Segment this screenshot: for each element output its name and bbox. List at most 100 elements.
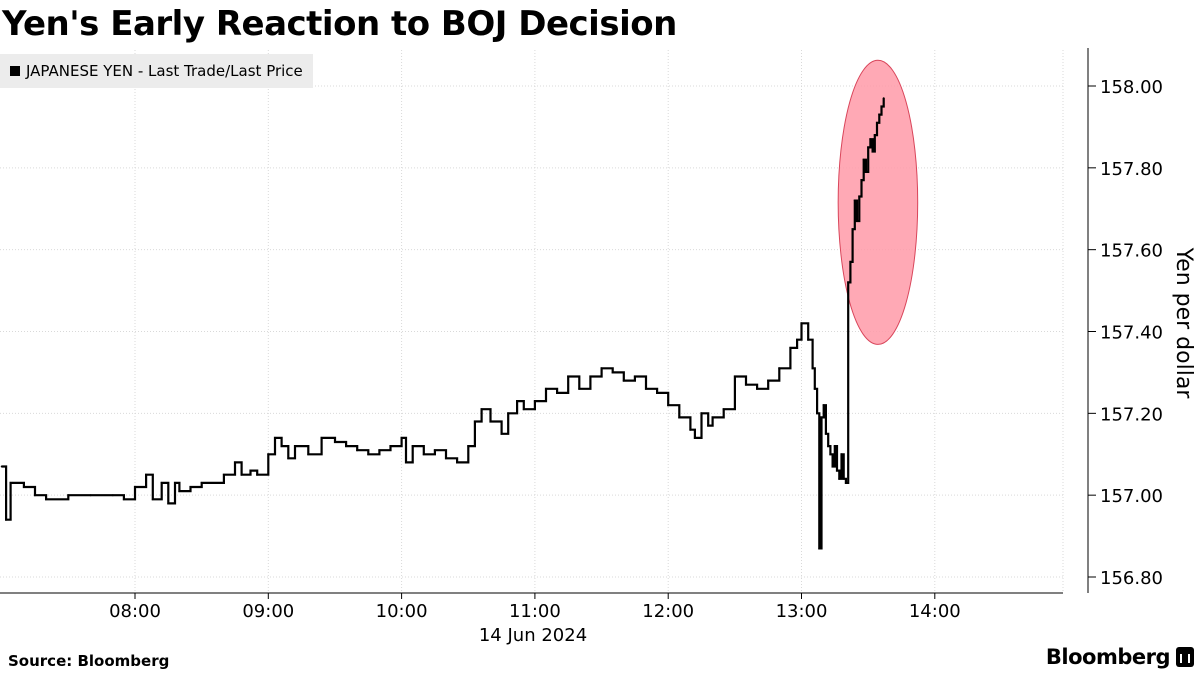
x-tick-label: 14:00 — [909, 601, 961, 622]
data-point — [307, 453, 310, 456]
y-tick-label: 157.40 — [1100, 323, 1163, 344]
data-point — [389, 445, 392, 448]
data-point — [678, 416, 681, 419]
data-point — [745, 383, 747, 386]
data-point — [378, 449, 381, 452]
legend-swatch — [10, 66, 20, 76]
data-point — [34, 494, 36, 497]
data-point — [489, 420, 492, 423]
data-point — [831, 465, 834, 468]
y-tick-label: 158.00 — [1100, 77, 1163, 98]
legend: JAPANESE YEN - Last Trade/Last Price — [0, 54, 313, 88]
data-point — [756, 387, 759, 390]
data-point — [851, 228, 854, 231]
data-point — [167, 502, 170, 505]
data-point — [256, 473, 259, 476]
data-point — [873, 134, 876, 137]
data-point — [833, 445, 836, 448]
data-point — [882, 97, 885, 100]
x-tick-label: 12:00 — [642, 601, 694, 622]
data-point — [867, 146, 870, 149]
data-point — [200, 481, 203, 484]
data-point — [860, 179, 863, 182]
data-point — [836, 469, 838, 472]
data-point — [820, 416, 823, 419]
data-point — [722, 408, 725, 411]
data-point — [9, 481, 12, 484]
data-point — [345, 445, 348, 448]
data-point — [249, 469, 252, 472]
data-point — [320, 436, 323, 439]
data-point — [222, 473, 225, 476]
data-point — [600, 367, 603, 370]
data-point — [862, 158, 865, 161]
data-point — [178, 490, 181, 493]
data-point — [89, 494, 92, 497]
data-point — [578, 387, 581, 390]
data-point — [858, 195, 861, 198]
data-point — [0, 465, 3, 468]
bloomberg-badge-icon — [1176, 647, 1194, 667]
x-tick-label: 08:00 — [109, 601, 161, 622]
data-point — [844, 481, 847, 484]
data-point — [11, 481, 14, 484]
data-point — [667, 404, 670, 407]
data-point — [645, 387, 647, 390]
data-point — [693, 436, 696, 439]
data-point — [827, 445, 830, 448]
data-point — [849, 260, 852, 263]
data-point — [856, 220, 858, 222]
data-point — [45, 498, 48, 501]
data-point — [876, 121, 878, 124]
y-tick-label: 157.60 — [1100, 241, 1163, 262]
data-point — [145, 473, 148, 476]
data-point — [818, 547, 821, 550]
x-date-label: 14 Jun 2024 — [479, 625, 587, 646]
data-point — [445, 457, 447, 460]
data-point — [267, 453, 270, 456]
series-line-yen — [1, 98, 885, 550]
data-point — [294, 445, 296, 448]
data-point — [134, 486, 136, 488]
data-point — [405, 461, 407, 464]
data-point — [67, 494, 70, 497]
data-point — [234, 461, 236, 464]
highlight-ellipse — [837, 59, 919, 345]
chart-title: Yen's Early Reaction to BOJ Decision — [2, 4, 677, 44]
data-point — [622, 379, 625, 382]
y-tick-label: 157.20 — [1100, 404, 1163, 425]
data-point — [767, 379, 770, 382]
x-tick-label: 10:00 — [376, 601, 428, 622]
data-point — [356, 449, 359, 452]
x-tick-label: 09:00 — [242, 601, 294, 622]
data-point — [611, 371, 614, 374]
data-point — [689, 428, 692, 431]
data-point — [842, 477, 845, 480]
data-point — [864, 170, 867, 173]
data-point — [111, 494, 114, 497]
y-tick-label: 156.80 — [1100, 568, 1163, 589]
data-point — [847, 281, 850, 284]
data-point — [633, 375, 636, 378]
data-point — [500, 432, 503, 435]
axis-layer — [0, 48, 1096, 599]
data-point — [274, 436, 276, 439]
data-point — [589, 375, 592, 378]
x-tick-label: 11:00 — [509, 601, 561, 622]
data-point — [800, 322, 803, 325]
data-point — [151, 498, 154, 501]
data-point — [656, 391, 659, 394]
data-point — [838, 477, 841, 480]
data-point — [5, 518, 8, 521]
data-point — [516, 400, 519, 403]
data-point — [700, 412, 703, 415]
data-point — [456, 461, 459, 464]
data-point — [813, 387, 816, 390]
legend-label: JAPANESE YEN - Last Trade/Last Price — [26, 62, 303, 80]
data-point — [796, 338, 799, 341]
data-point — [433, 449, 436, 452]
data-point — [840, 453, 843, 456]
data-point — [824, 432, 827, 435]
data-point — [829, 453, 832, 456]
